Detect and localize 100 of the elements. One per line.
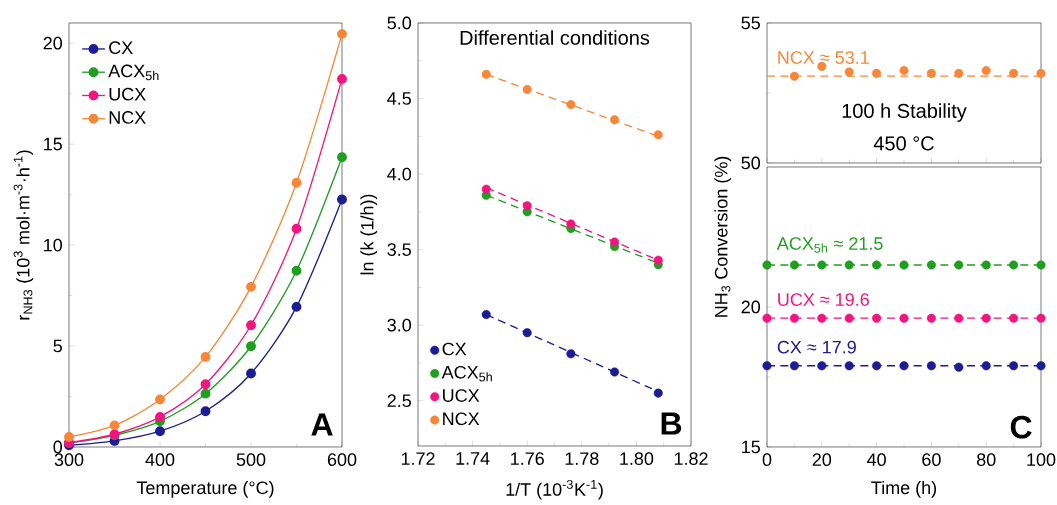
x-axis-title: Time (h) — [871, 480, 937, 498]
point — [981, 361, 991, 371]
point — [200, 388, 211, 399]
legend-label: ACX$_{5h}$ — [108, 64, 159, 81]
point — [653, 130, 663, 140]
point — [926, 313, 936, 323]
y-tick-label: 2.5 — [387, 394, 411, 408]
y-tick-label: 15 — [742, 440, 760, 454]
point — [762, 313, 772, 323]
point — [155, 411, 165, 422]
point — [872, 361, 882, 371]
point — [610, 237, 620, 247]
point — [844, 313, 854, 323]
point — [789, 361, 799, 371]
x-tick-label: 60 — [922, 453, 941, 466]
point — [926, 361, 936, 371]
point — [337, 152, 347, 163]
point — [337, 29, 347, 40]
point — [817, 361, 827, 371]
legend-label: NCX — [109, 111, 146, 124]
point — [653, 255, 663, 265]
point — [1036, 260, 1046, 270]
point — [291, 301, 302, 312]
y-tick-label: 20 — [741, 300, 761, 314]
legend-label: CX — [442, 342, 467, 356]
point — [291, 223, 302, 234]
point — [954, 260, 964, 270]
point — [246, 341, 256, 352]
x-tick-label: 1.82 — [674, 452, 708, 465]
annotation: A — [311, 413, 333, 436]
point — [899, 313, 909, 323]
y-tick-label: 55 — [741, 16, 760, 30]
point — [789, 260, 799, 270]
point — [246, 320, 256, 331]
x-tick-label: 300 — [54, 453, 84, 466]
point — [653, 388, 663, 398]
x-tick-label: 80 — [976, 453, 996, 466]
point — [566, 219, 576, 229]
x-tick-label: 20 — [812, 453, 832, 466]
point — [762, 361, 772, 371]
x-axis-title: Temperature (°C) — [136, 480, 274, 498]
y-tick-label: 5 — [53, 339, 62, 353]
annotation: Differential conditions — [460, 30, 650, 45]
y-tick-label: 50 — [741, 156, 761, 170]
point — [610, 115, 620, 125]
annotation: 450 °C — [873, 136, 934, 151]
x-tick-label: 100 — [1027, 453, 1056, 466]
point — [817, 61, 827, 71]
x-tick-label: 400 — [145, 453, 175, 466]
y-axis-title: NH$_{3}$ Conversion (%) — [714, 156, 732, 317]
point — [481, 310, 491, 320]
point — [291, 265, 302, 276]
point — [1036, 361, 1046, 371]
point — [200, 352, 211, 362]
point — [1009, 361, 1019, 371]
x-tick-label: 500 — [236, 453, 266, 466]
y-tick-label: 4.0 — [387, 167, 412, 181]
point — [610, 367, 620, 377]
point — [155, 394, 165, 405]
point — [926, 68, 936, 78]
point — [1036, 313, 1046, 323]
point — [1036, 68, 1046, 78]
y-tick-label: 20 — [43, 36, 63, 50]
annotation: 100 h Stability — [842, 103, 967, 122]
x-tick-label: 600 — [327, 453, 357, 466]
legend-label: ACX$_{5h}$ — [441, 365, 492, 382]
legend-label: CX — [109, 41, 133, 55]
point — [1009, 68, 1019, 78]
point — [200, 406, 211, 417]
ref-line-label: ACX$_{5h}$ ≈ 21.5 — [776, 237, 883, 253]
point — [789, 313, 799, 323]
point — [899, 361, 909, 371]
point — [337, 194, 347, 205]
text: r$_{NH3}$ (10$^{3}$ mol·m$^{-3}$·h$^{-1}$) — [13, 150, 34, 320]
x-tick-label: 0 — [762, 453, 772, 466]
point — [954, 68, 964, 78]
y-tick-label: 5.0 — [387, 16, 412, 30]
point — [522, 84, 532, 94]
legend-label: UCX — [443, 389, 480, 402]
point — [155, 426, 165, 437]
point — [481, 184, 491, 194]
x-tick-label: 1.74 — [456, 452, 490, 465]
point — [64, 431, 74, 442]
point — [1009, 313, 1019, 323]
point — [200, 379, 211, 390]
point — [109, 420, 120, 431]
legend-label: NCX — [443, 412, 480, 426]
point — [789, 71, 799, 81]
x-axis-title: 1/T (10$^{-3}$K$^{-1}$) — [506, 479, 603, 500]
annotation: B — [661, 412, 682, 435]
point — [817, 260, 827, 270]
point — [899, 260, 909, 270]
point — [566, 349, 576, 359]
ref-line-label: UCX ≈ 19.6 — [778, 293, 869, 306]
point — [981, 66, 991, 76]
y-axis-title: ln (k (1/h)) — [360, 194, 378, 275]
x-tick-label: 1.80 — [620, 452, 654, 465]
ref-line-label: NCX ≈ 53.1 — [778, 51, 869, 64]
annotation: C — [1010, 415, 1032, 439]
legend-label: UCX — [109, 87, 146, 101]
